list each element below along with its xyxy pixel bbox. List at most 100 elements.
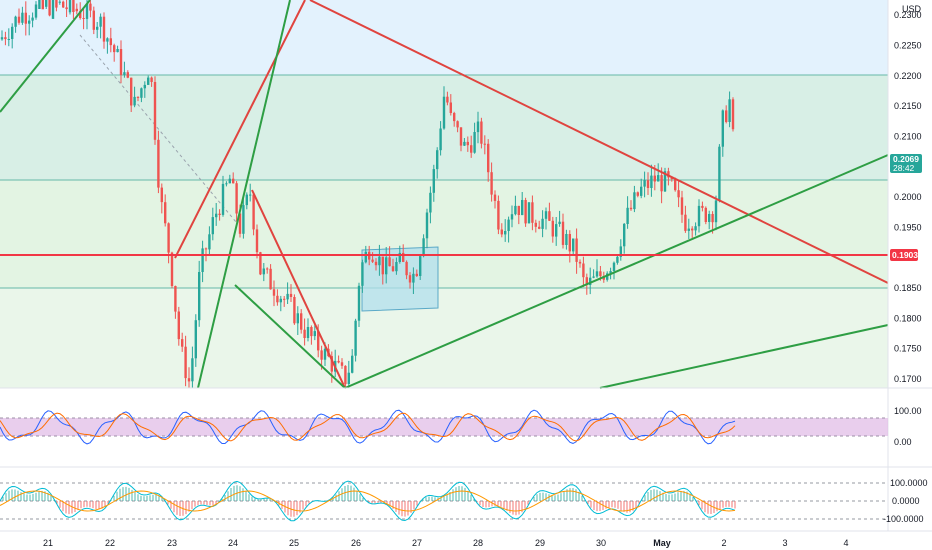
time-axis-label: 29 xyxy=(535,538,545,548)
candle-body xyxy=(357,285,361,321)
candle-body xyxy=(680,197,684,215)
candle-body xyxy=(123,72,126,75)
cci-ma-line xyxy=(0,490,736,512)
candle-body xyxy=(657,175,660,182)
candle-body xyxy=(473,132,476,153)
candle-body xyxy=(177,311,180,340)
trendline-red-down[interactable] xyxy=(251,189,346,389)
candle-body xyxy=(204,248,208,250)
price-axis-label: 0.1750 xyxy=(894,344,922,354)
trendlines[interactable] xyxy=(0,0,889,389)
price-axis[interactable]: 0.2300 0.2250 0.2200 0.2150 0.2100 0.2000 0.19… xyxy=(894,10,922,384)
countdown-timer: 28:42 xyxy=(893,163,915,173)
candle-body xyxy=(82,18,85,19)
candle-body xyxy=(585,277,588,285)
candle-body xyxy=(436,150,439,170)
candle-body xyxy=(313,331,316,337)
candle-body xyxy=(548,211,551,221)
trendline-green-support[interactable] xyxy=(344,154,889,389)
trendline-red-steep-up[interactable] xyxy=(174,0,306,259)
time-axis-label: 28 xyxy=(473,538,483,548)
price-axis-label: 0.2300 xyxy=(894,10,922,20)
candle-body xyxy=(187,378,191,382)
candle-body xyxy=(446,96,449,103)
candle-body xyxy=(351,355,354,373)
candle-body xyxy=(272,289,276,296)
candle-body xyxy=(371,259,374,262)
candle-body xyxy=(238,213,242,234)
candle-body xyxy=(21,12,24,23)
candle-body xyxy=(228,178,231,184)
candle-body xyxy=(259,252,262,275)
candle-body xyxy=(725,110,728,122)
candle-body xyxy=(419,256,422,276)
price-axis-label: 0.1800 xyxy=(894,313,922,323)
candle-body xyxy=(459,127,463,146)
candle-body xyxy=(201,248,204,272)
candle-body xyxy=(412,273,415,283)
cci-panel[interactable] xyxy=(0,480,888,522)
trendline-green-down[interactable] xyxy=(234,284,346,389)
candle-body xyxy=(347,372,350,384)
trendline-green-lower[interactable] xyxy=(599,324,889,389)
candle-body xyxy=(374,261,378,266)
candle-body xyxy=(221,183,225,215)
candle-body xyxy=(439,128,442,151)
price-axis-label: 0.1950 xyxy=(894,222,922,232)
candle-body xyxy=(422,238,425,257)
time-axis[interactable]: 21 22 23 24 25 26 27 28 29 30 May 2 3 4 xyxy=(43,538,849,548)
candle-body xyxy=(456,121,459,128)
candle-body xyxy=(599,271,602,277)
candle-body xyxy=(72,0,75,12)
candle-body xyxy=(191,358,194,382)
candle-body xyxy=(612,262,616,271)
candle-body xyxy=(653,175,656,182)
candle-body xyxy=(31,17,34,21)
dotted-trendline xyxy=(79,34,237,223)
candle-body xyxy=(646,180,650,188)
candle-body xyxy=(398,252,401,262)
candle-body xyxy=(391,266,395,272)
candle-body xyxy=(340,362,344,366)
time-axis-label: 30 xyxy=(596,538,606,548)
level-price-value: 0.1903 xyxy=(892,250,918,260)
candle-body xyxy=(157,139,160,188)
candle-body xyxy=(463,141,466,146)
candle-body xyxy=(568,234,571,252)
candle-body xyxy=(170,252,174,286)
time-axis-label: 24 xyxy=(228,538,238,548)
candle-body xyxy=(7,39,10,40)
candle-body xyxy=(147,77,150,85)
trendline-green-upper-left[interactable] xyxy=(0,0,91,113)
candle-body xyxy=(636,192,639,196)
candle-body xyxy=(663,171,667,192)
trendline-green-steep-up[interactable] xyxy=(197,0,291,389)
rsi-panel[interactable] xyxy=(0,409,888,445)
candle-body xyxy=(429,192,432,213)
candle-body xyxy=(330,356,333,372)
candle-body xyxy=(691,228,694,231)
candle-body xyxy=(453,113,456,122)
time-axis-label: May xyxy=(653,538,671,548)
candle-body xyxy=(633,192,636,210)
candle-body xyxy=(592,276,595,278)
price-axis-label: 0.2100 xyxy=(894,131,922,141)
time-axis-label: 27 xyxy=(412,538,422,548)
trendline-red-resistance[interactable] xyxy=(309,0,889,284)
price-axis-label: 0.2150 xyxy=(894,101,922,111)
candle-body xyxy=(116,49,119,53)
candle-body xyxy=(731,99,735,130)
candle-body xyxy=(306,327,310,338)
candle-body xyxy=(466,141,469,146)
candle-body xyxy=(293,297,296,324)
candle-body xyxy=(551,220,554,237)
candle-body xyxy=(487,143,490,173)
candle-body xyxy=(96,26,99,30)
candle-body xyxy=(476,121,480,133)
time-axis-label: 23 xyxy=(167,538,177,548)
rsi-signal-line xyxy=(0,412,736,442)
candle-body xyxy=(99,16,102,27)
candle-body xyxy=(721,110,724,147)
candle-body xyxy=(17,16,21,23)
